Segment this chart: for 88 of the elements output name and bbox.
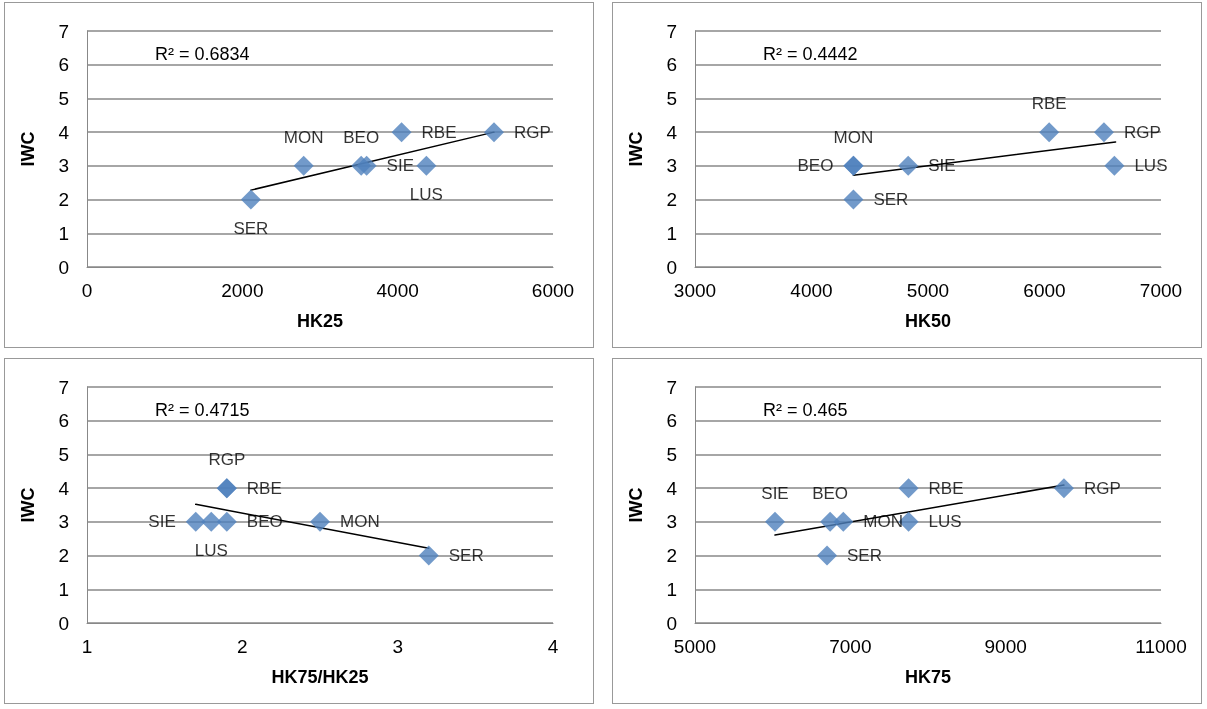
y-tick-label: 0: [58, 612, 69, 634]
x-tick-label: 4: [547, 636, 559, 657]
data-label: MON: [283, 127, 324, 147]
x-tick-label: 7000: [829, 636, 872, 657]
y-tick-label: 4: [58, 477, 70, 499]
x-axis-title: HK75/HK25: [271, 667, 369, 687]
x-tick-label: 9000: [984, 636, 1027, 657]
y-tick-label: 3: [666, 511, 677, 533]
y-tick-label: 0: [666, 256, 677, 278]
x-axis-title: HK25: [296, 311, 344, 331]
data-label: BEO: [812, 483, 849, 503]
data-label: SIE: [386, 156, 415, 176]
data-label: BEO: [246, 512, 283, 532]
data-label: SER: [233, 218, 269, 238]
x-tick-label: 4000: [790, 280, 833, 301]
x-axis-title: HK75: [904, 667, 952, 687]
y-tick-label: 2: [58, 189, 69, 211]
data-label: MON: [340, 512, 380, 532]
data-label: RGP: [513, 122, 551, 142]
y-axis-title: IWC: [18, 131, 38, 167]
x-tick-label: 2000: [221, 280, 264, 301]
x-tick-label: 3: [392, 636, 403, 657]
y-axis-title: IWC: [626, 131, 646, 167]
data-label: LUS: [194, 540, 228, 560]
x-tick-label: 0: [81, 280, 93, 301]
data-label: SIE: [148, 512, 176, 532]
y-tick-label: 7: [666, 20, 677, 42]
y-tick-label: 5: [58, 443, 69, 465]
data-label: MON: [833, 127, 874, 147]
x-tick-label: 1: [81, 636, 93, 657]
data-label: SIE: [761, 483, 789, 503]
data-label: RBE: [246, 478, 282, 498]
data-label: SER: [847, 546, 882, 566]
data-label: RGP: [208, 450, 246, 470]
x-tick-label: 6000: [531, 280, 575, 301]
data-label: RGP: [1123, 122, 1161, 142]
y-tick-label: 1: [58, 578, 69, 600]
y-tick-label: 6: [666, 410, 677, 432]
y-tick-label: 6: [58, 54, 69, 76]
data-label: RBE: [1031, 94, 1067, 114]
y-tick-label: 4: [666, 121, 678, 143]
y-tick-label: 1: [58, 222, 69, 244]
y-tick-label: 2: [58, 545, 69, 567]
y-tick-label: 7: [58, 20, 69, 42]
y-tick-label: 1: [666, 578, 677, 600]
y-tick-label: 5: [58, 87, 69, 109]
y-tick-label: 5: [666, 443, 677, 465]
y-tick-label: 3: [666, 155, 677, 177]
y-tick-label: 0: [58, 256, 69, 278]
y-axis-title: IWC: [626, 487, 646, 523]
x-axis-title: HK50: [904, 311, 952, 331]
data-label: MON: [863, 512, 904, 532]
data-label: SER: [873, 190, 909, 210]
y-tick-label: 7: [58, 376, 69, 398]
y-tick-label: 7: [666, 376, 677, 398]
y-tick-label: 4: [58, 121, 70, 143]
data-label: LUS: [1134, 156, 1168, 176]
data-label: LUS: [928, 512, 962, 532]
y-tick-label: 2: [666, 189, 677, 211]
data-label: BEO: [343, 127, 380, 147]
x-tick-label: 2: [237, 636, 248, 657]
annotation: R² = 0.4715: [155, 400, 250, 420]
y-tick-label: 0: [666, 612, 677, 634]
y-axis-title: IWC: [18, 487, 38, 523]
y-tick-label: 3: [58, 511, 69, 533]
y-tick-label: 1: [666, 222, 677, 244]
y-tick-label: 5: [666, 87, 677, 109]
y-tick-label: 4: [666, 477, 678, 499]
x-tick-label: 5000: [906, 280, 950, 301]
y-tick-label: 3: [58, 155, 69, 177]
x-tick-label: 4000: [376, 280, 419, 301]
y-tick-label: 6: [58, 410, 69, 432]
data-label: RBE: [421, 122, 457, 142]
data-label: BEO: [797, 156, 834, 176]
data-label: RGP: [1083, 478, 1121, 498]
annotation: R² = 0.6834: [155, 44, 250, 64]
annotation: R² = 0.465: [763, 400, 848, 420]
data-label: SER: [448, 546, 484, 566]
x-tick-label: 6000: [1023, 280, 1066, 301]
y-tick-label: 6: [666, 54, 677, 76]
data-label: LUS: [409, 184, 443, 204]
y-tick-label: 2: [666, 545, 677, 567]
x-tick-label: 7000: [1139, 280, 1183, 301]
data-label: RBE: [928, 478, 964, 498]
x-tick-label: 3000: [673, 280, 717, 301]
x-tick-label: 11000: [1135, 636, 1187, 657]
annotation: R² = 0.4442: [763, 44, 858, 64]
x-tick-label: 5000: [673, 636, 717, 657]
